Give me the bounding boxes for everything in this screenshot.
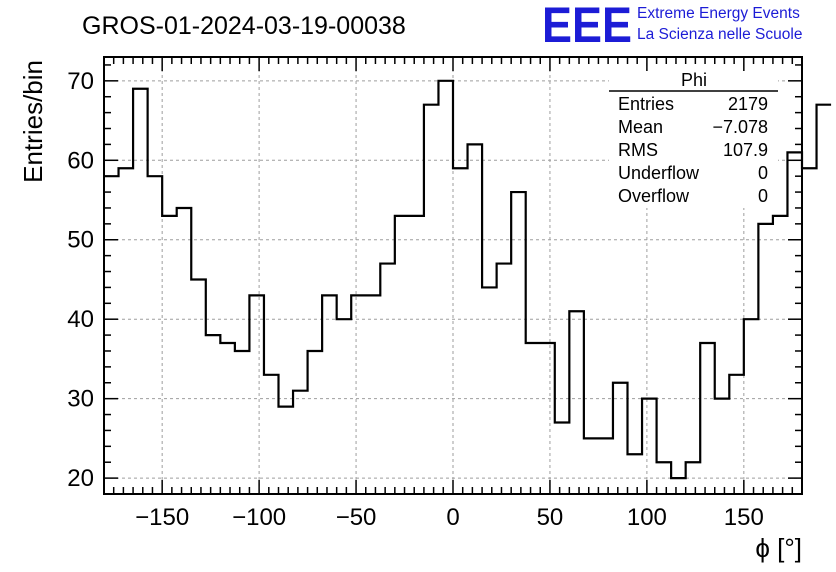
y-axis-label: Entries/bin: [18, 60, 48, 183]
x-tick-label: 150: [724, 504, 764, 531]
x-axis-label: ϕ [°]: [755, 533, 802, 563]
y-tick-label: 30: [67, 386, 94, 413]
y-tick-label: 70: [67, 68, 94, 95]
x-tick-label: 100: [627, 504, 667, 531]
x-tick-label: −100: [232, 504, 286, 531]
x-tick-label: −150: [135, 504, 189, 531]
logo-line-2: La Scienza nelle Scuole: [637, 26, 802, 43]
stats-label: RMS: [618, 140, 658, 160]
axis-ticks: [104, 57, 802, 494]
x-tick-label: 50: [537, 504, 564, 531]
stats-label: Entries: [618, 94, 674, 114]
y-tick-label: 50: [67, 227, 94, 254]
stats-label: Mean: [618, 117, 663, 137]
y-tick-label: 20: [67, 465, 94, 492]
stats-value: 0: [758, 163, 768, 183]
eee-logo: EEE Extreme Energy Events La Scienza nel…: [542, 0, 802, 53]
stats-box: Phi Entries 2179 Mean −7.078 RMS 107.9 Underfl…: [609, 70, 778, 208]
stats-value: −7.078: [712, 117, 768, 137]
stats-title: Phi: [681, 70, 707, 90]
logo-line-1: Extreme Energy Events: [637, 5, 800, 22]
y-tick-label: 60: [67, 147, 94, 174]
stats-value: 107.9: [723, 140, 768, 160]
tick-labels: −150 −100 −50 0 50 100 150 20 30 40 50 60 70: [67, 68, 764, 531]
stats-value: 0: [758, 186, 768, 206]
stats-box-background: [609, 71, 778, 208]
y-tick-label: 40: [67, 306, 94, 333]
stats-rows: Entries 2179 Mean −7.078 RMS 107.9 Underflow 0 O…: [618, 94, 768, 206]
histogram-series: [104, 79, 832, 480]
x-tick-label: −50: [336, 504, 377, 531]
stats-label: Overflow: [618, 186, 690, 206]
logo-mark: EEE: [542, 0, 632, 53]
stats-label: Underflow: [618, 163, 700, 183]
stats-value: 2179: [728, 94, 768, 114]
chart-title: GROS-01-2024-03-19-00038: [82, 12, 406, 40]
x-tick-label: 0: [446, 504, 459, 531]
